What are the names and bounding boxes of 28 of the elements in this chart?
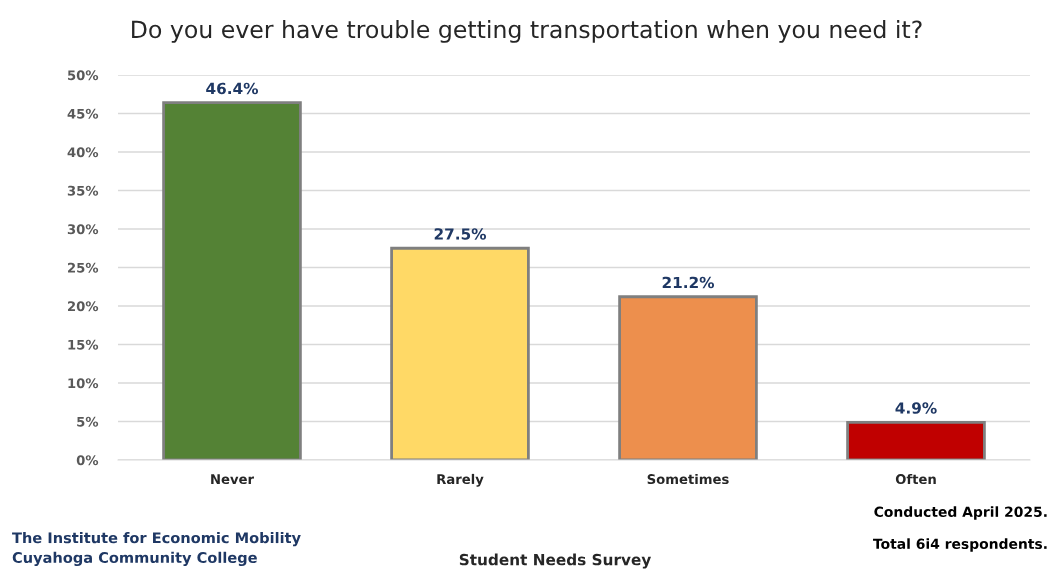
text: The Institute for Economic Mobility Cuyahoga Community College <box>12 532 301 566</box>
y-tick-label: 40% <box>67 147 99 158</box>
bar <box>846 420 986 460</box>
y-tick-label: 30% <box>67 224 99 235</box>
y-tick-label: 20% <box>68 301 99 312</box>
data-label: 27.5% <box>434 228 487 240</box>
y-tick-label: 45% <box>67 108 99 119</box>
bar <box>618 295 758 460</box>
x-tick-label: Never <box>211 474 254 485</box>
y-tick-label: 15% <box>68 339 99 350</box>
x-tick-label: Rarely <box>437 473 484 487</box>
text: Total 6i4 respondents. <box>873 538 1047 552</box>
y-tick-label: 0% <box>76 455 99 466</box>
data-label: 21.2% <box>662 276 715 289</box>
x-tick-label: Often <box>895 473 936 485</box>
bar <box>390 246 530 460</box>
x-axis-title: Student Needs Survey <box>459 553 651 569</box>
data-label: 4.9% <box>895 402 937 414</box>
y-tick-label: 50% <box>67 70 99 81</box>
x-tick-label: Sometimes <box>647 473 729 485</box>
text: Conducted April 2025. <box>874 506 1047 520</box>
y-tick-label: 35% <box>67 185 99 196</box>
y-tick-label: 25% <box>68 262 99 273</box>
data-label: 46.4% <box>206 82 259 95</box>
chart-title: Do you ever have trouble getting transportation when you need it? <box>132 19 922 43</box>
y-tick-label: 10% <box>68 378 99 389</box>
bar <box>162 101 302 460</box>
y-tick-label: 5% <box>77 416 99 427</box>
